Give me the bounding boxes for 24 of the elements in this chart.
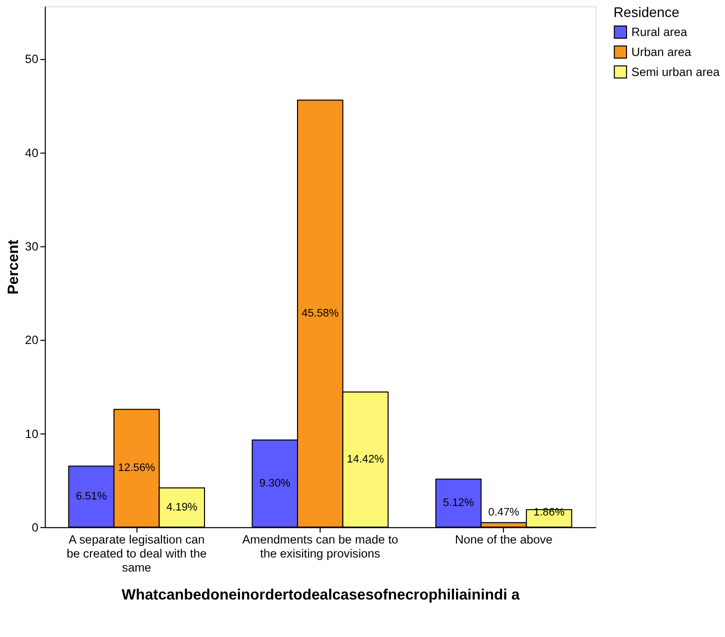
data-label: 9.30% [259, 478, 291, 490]
data-label: 0.47% [488, 506, 520, 518]
y-tick-label: 0 [32, 520, 39, 535]
x-tick-label: A separate legisaltion can be created to deal with the same [66, 532, 207, 574]
legend-label: Semi urban area [631, 64, 720, 79]
data-label: 6.51% [76, 490, 108, 503]
y-tick-label: 20 [25, 333, 39, 348]
x-tick-label: Amendments can be made to the exisiting provisions [242, 532, 398, 560]
x-axis-title: Whatcanbedoneinordertodealcasesofnecrophiliainindi a [122, 586, 520, 604]
data-label: 14.42% [346, 454, 384, 466]
y-tick-label: 30 [25, 240, 39, 254]
y-tick-label: 50 [25, 52, 39, 66]
data-label: 12.56% [118, 462, 156, 474]
legend-label: Urban area [631, 45, 692, 60]
legend-label: Rural area [631, 25, 688, 40]
x-tick-label: None of the above [454, 532, 553, 547]
legend-title: Residence [613, 4, 680, 20]
y-tick-label: 40 [25, 146, 39, 160]
y-axis-title: Percent [5, 240, 22, 295]
data-label: 4.19% [166, 501, 198, 514]
y-tick-label: 10 [25, 426, 39, 441]
data-label: 5.12% [442, 497, 474, 510]
data-label: 45.58% [302, 308, 339, 320]
data-label: 1.86% [534, 506, 565, 518]
